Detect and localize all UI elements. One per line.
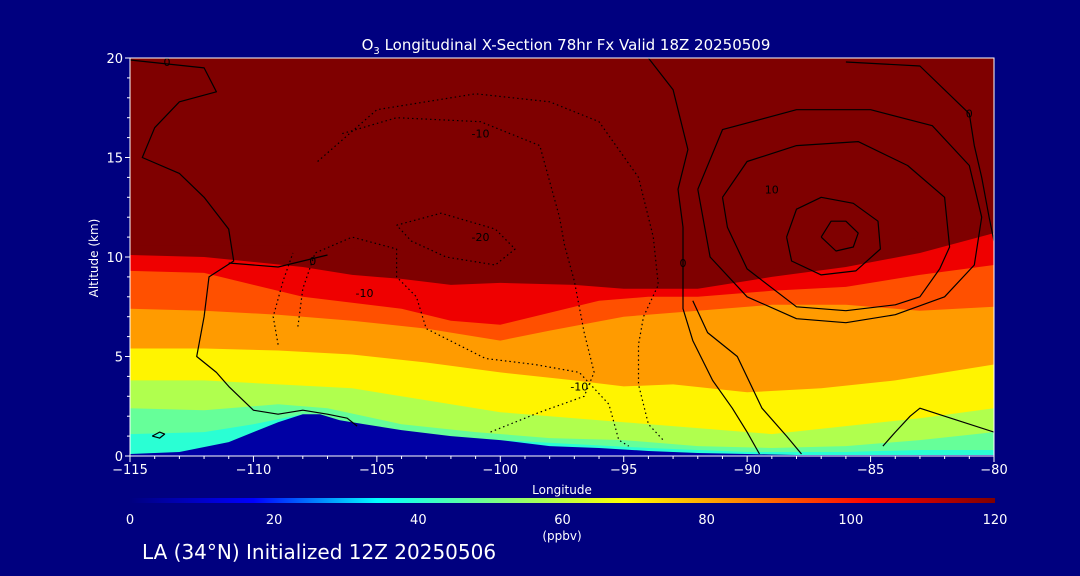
colorbar-gradient	[130, 498, 995, 503]
contour-label--10-12: -10	[356, 287, 374, 300]
terrain-mask	[130, 414, 994, 456]
plot-area: 0 0 0 0 10 -10 -10 -10 -20	[130, 56, 994, 456]
x-tick-label--80: −80	[980, 463, 1007, 478]
contour-label-0-3: 0	[966, 108, 973, 121]
contour-label-0-1: 0	[309, 255, 316, 268]
colorbar-tick-label-100: 100	[838, 513, 863, 528]
contour-line-0-4	[882, 407, 994, 447]
x-tick-label--100: −100	[482, 463, 518, 478]
y-axis-label: Altitude (km)	[87, 219, 101, 298]
contour-line-10-7	[697, 109, 983, 324]
x-axis-label: Longitude	[532, 483, 592, 497]
x-tick-label--115: −115	[112, 463, 148, 478]
contour-line--20-14	[396, 212, 516, 266]
y-tick-label-5: 5	[115, 351, 123, 366]
contour-label-0-2: 0	[680, 257, 687, 270]
title-prefix: O	[362, 36, 374, 54]
contour-line--10-15	[272, 252, 294, 345]
colorbar-tick-label-60: 60	[554, 513, 571, 528]
contour-line-0-2	[647, 58, 761, 455]
x-tick-label--105: −105	[359, 463, 395, 478]
contour-label--10-13: -10	[570, 380, 588, 393]
colorbar-tick-label-80: 80	[698, 513, 715, 528]
title-subscript: 3	[373, 46, 379, 57]
contour-label-10-6: 10	[765, 183, 779, 196]
colorbar: 0 20 40 60 80 100 120 (ppbv)	[126, 498, 1008, 543]
contour-line-0-1	[228, 254, 328, 268]
contour-label-0-0: 0	[164, 56, 171, 69]
contour-label--10-11: -10	[472, 128, 490, 141]
title-text: Longitudinal X-Section 78hr Fx Valid 18Z…	[380, 36, 771, 54]
y-axis: 0 5 10 15 20	[106, 52, 130, 465]
colorbar-tick-label-0: 0	[126, 513, 134, 528]
contour-line-0-5	[151, 431, 166, 439]
contour-line-10-9	[820, 220, 859, 252]
colorbar-unit-label: (ppbv)	[542, 529, 581, 543]
contour-line--10-13	[342, 117, 595, 433]
y-tick-label-0: 0	[115, 450, 123, 465]
contour-line-10-8	[786, 196, 881, 276]
y-tick-label-15: 15	[106, 152, 123, 167]
contour-line-0-3	[845, 61, 994, 242]
x-tick-label--85: −85	[857, 463, 884, 478]
x-tick-label--90: −90	[733, 463, 760, 478]
colorbar-tick-label-20: 20	[266, 513, 283, 528]
x-tick-label--110: −110	[236, 463, 272, 478]
y-tick-label-10: 10	[106, 251, 123, 266]
contour-label--20-14: -20	[472, 231, 490, 244]
x-axis: −115 −110 −105 −100 −95 −90 −85 −80	[112, 456, 1008, 478]
x-tick-label--95: −95	[610, 463, 637, 478]
colorbar-tick-label-120: 120	[983, 513, 1008, 528]
contour-line--10-12	[297, 236, 630, 447]
chart-title: O3 Longitudinal X-Section 78hr Fx Valid …	[362, 36, 771, 57]
colorbar-tick-label-40: 40	[410, 513, 427, 528]
initialization-caption: LA (34°N) Initialized 12Z 20250506	[142, 540, 497, 564]
colorbar-ticks: 0 20 40 60 80 100 120	[126, 513, 1008, 528]
contour-line-10-10	[692, 300, 802, 455]
contour-line-0-0	[130, 59, 358, 427]
contour-line-10-6	[721, 141, 951, 312]
y-tick-label-20: 20	[106, 52, 123, 67]
